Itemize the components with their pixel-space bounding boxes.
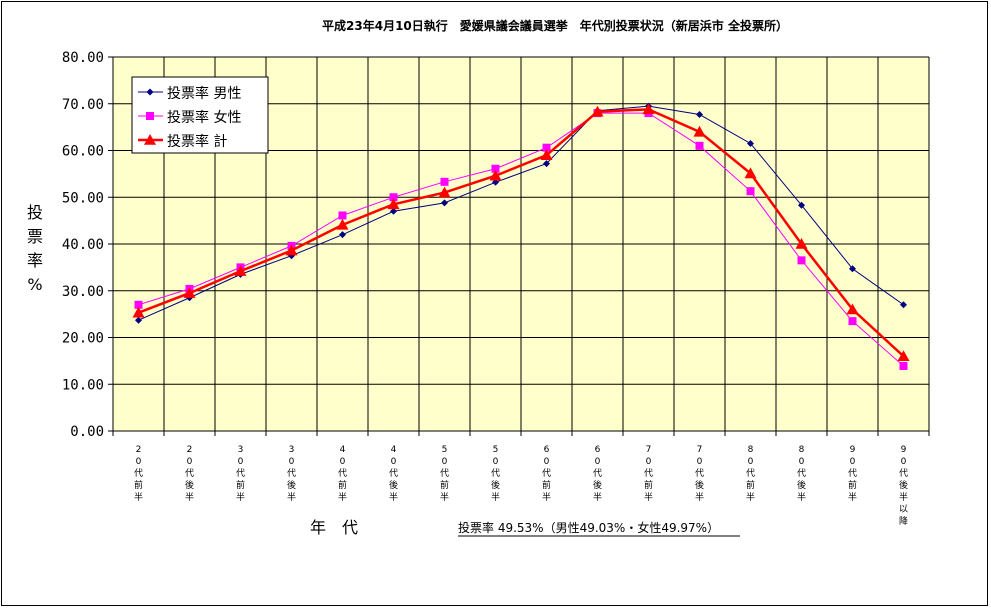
turnout-annotation: 投票率 49.53%（男性49.03%・女性49.97%） [458, 520, 719, 535]
data-point-triangle [642, 103, 655, 115]
data-point-triangle [234, 265, 247, 276]
x-category-label: 7 0 代前半 [644, 445, 653, 503]
data-point-square [848, 317, 857, 326]
y-tick-label: 50.00 [62, 190, 104, 206]
x-category-label: 7 0 代後半 [695, 445, 704, 503]
x-category-labels: 2 0 代前半 2 0 代後半 3 0 代前半 3 0 代後半 4 0 代前半 4 0 代後半 5 0 代前半 5 0 代後半… [134, 445, 908, 527]
data-point-square [389, 193, 398, 202]
y-tick-label: 10.00 [62, 377, 104, 393]
data-point-triangle [336, 218, 349, 230]
data-point-triangle [795, 238, 808, 249]
y-axis-title: 投票率% [27, 203, 43, 294]
data-point-square [746, 187, 755, 196]
legend-entry: 投票率 女性 [138, 109, 241, 126]
data-point-diamond [900, 301, 907, 309]
data-point-triangle [744, 167, 757, 179]
legend-label: 投票率 女性 [167, 109, 241, 126]
data-point-triangle [591, 105, 604, 117]
series-3 [132, 103, 910, 361]
y-tick-label: 20.00 [62, 331, 104, 347]
x-category-label: 4 0 代前半 [338, 445, 347, 503]
data-point-diamond [798, 201, 805, 209]
x-category-label: 6 0 代前半 [542, 445, 551, 503]
data-point-diamond [747, 139, 754, 147]
data-point-square [542, 143, 551, 152]
data-point-diamond [339, 231, 346, 239]
series-line [138, 108, 905, 358]
y-tick-label: 30.00 [62, 284, 104, 300]
data-point-square [695, 141, 704, 150]
legend-label: 投票率 男性 [167, 85, 241, 102]
legend-label: 投票率 計 [167, 133, 227, 150]
x-category-label: 6 0 代後半 [593, 445, 602, 503]
y-tick-label: 60.00 [62, 144, 104, 160]
series-layer [132, 102, 910, 371]
data-point-triangle [144, 134, 156, 145]
data-point-square [491, 164, 500, 173]
data-point-triangle [693, 125, 706, 137]
data-point-triangle [846, 303, 859, 315]
y-tick-labels: 0.00 10.00 20.00 30.00 40.00 50.00 60.00 70.00 8… [62, 50, 104, 440]
legend-entry: 投票率 男性 [138, 85, 241, 102]
data-point-triangle [387, 198, 400, 210]
data-point-diamond [135, 316, 142, 324]
data-point-square [338, 211, 347, 220]
grid-lines [108, 56, 930, 436]
data-point-square [899, 362, 908, 371]
y-axis-title-text: 投票率% [27, 203, 43, 294]
data-point-diamond [146, 88, 154, 96]
data-point-diamond [543, 160, 550, 168]
data-point-triangle [183, 287, 196, 298]
x-category-label: 3 0 代前半 [236, 445, 245, 503]
data-point-square [797, 256, 806, 265]
x-category-label: 9 0 代前半 [848, 445, 857, 503]
data-point-square [440, 177, 449, 186]
data-point-diamond [390, 207, 397, 215]
data-point-diamond [849, 265, 856, 273]
x-category-label: 9 0 代後半以降 [899, 445, 908, 527]
x-category-label: 5 0 代前半 [440, 445, 449, 503]
series-line [138, 105, 904, 321]
data-point-triangle [285, 244, 298, 256]
data-point-triangle [132, 306, 145, 318]
y-tick-label: 80.00 [62, 50, 104, 66]
series-line [138, 112, 904, 367]
x-category-label: 5 0 代後半 [491, 445, 500, 503]
chart-title: 平成23年4月10日執行 愛媛県議会議員選挙 年代別投票状況（新居浜市 全投票所… [322, 18, 788, 33]
data-point-triangle [540, 149, 553, 160]
x-category-label: 3 0 代後半 [287, 445, 296, 503]
x-category-label: 8 0 代前半 [746, 445, 755, 503]
y-tick-label: 0.00 [70, 424, 104, 440]
y-tick-label: 70.00 [62, 97, 104, 113]
data-point-diamond [696, 111, 703, 119]
x-category-label: 2 0 代後半 [185, 445, 194, 503]
data-point-triangle [897, 350, 910, 361]
x-category-label: 8 0 代後半 [797, 445, 806, 503]
data-point-triangle [438, 186, 451, 198]
data-point-diamond [441, 199, 448, 207]
x-category-label: 4 0 代後半 [389, 445, 398, 503]
x-axis-title: 年 代 [310, 518, 358, 537]
y-tick-label: 40.00 [62, 237, 104, 253]
legend-entry: 投票率 計 [138, 133, 227, 150]
data-point-square [146, 112, 154, 120]
data-point-triangle [489, 169, 502, 181]
x-category-label: 2 0 代前半 [134, 445, 143, 503]
data-point-square [134, 300, 143, 309]
